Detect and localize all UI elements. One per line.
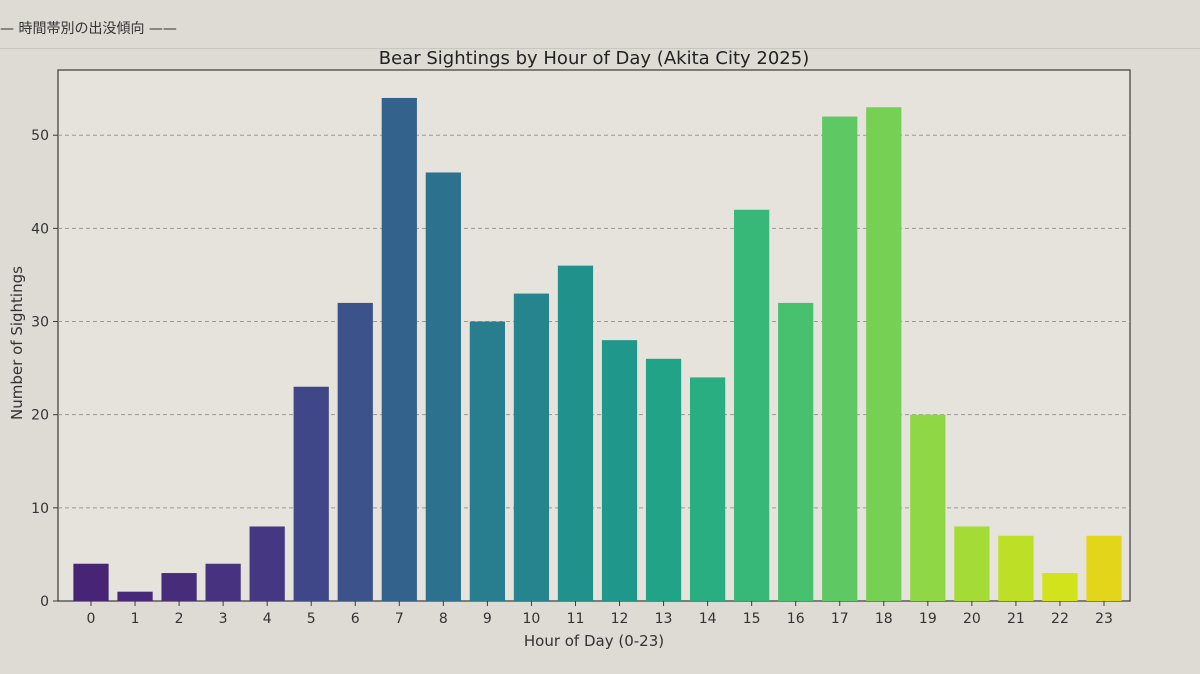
x-tick-label: 13 <box>655 611 673 627</box>
bar <box>1086 535 1122 601</box>
bar <box>117 591 153 601</box>
y-tick-label: 40 <box>31 221 49 237</box>
section-divider <box>0 48 1200 49</box>
y-tick-label: 30 <box>31 315 49 331</box>
bar <box>249 526 285 601</box>
bar <box>161 573 197 601</box>
bar <box>689 377 726 601</box>
x-tick-label: 2 <box>175 611 184 627</box>
bar <box>557 265 594 601</box>
bar <box>205 563 241 601</box>
x-tick-label: 1 <box>131 611 140 627</box>
x-tick-label: 18 <box>875 611 893 627</box>
x-tick-label: 16 <box>787 611 805 627</box>
bar <box>337 302 373 601</box>
bar <box>425 172 461 601</box>
x-tick-label: 6 <box>351 611 360 627</box>
x-tick-label: 11 <box>567 611 585 627</box>
y-tick-label: 20 <box>31 408 49 424</box>
x-tick-label: 3 <box>219 611 228 627</box>
x-tick-label: 4 <box>263 611 272 627</box>
x-tick-label: 15 <box>743 611 761 627</box>
bar <box>73 563 109 601</box>
x-tick-label: 10 <box>523 611 541 627</box>
y-axis-label: Number of Sightings <box>8 266 26 420</box>
x-tick-label: 19 <box>919 611 937 627</box>
bars <box>73 97 1122 602</box>
y-tick-label: 0 <box>40 594 49 610</box>
y-tick-label: 10 <box>31 501 49 517</box>
bar <box>601 340 638 601</box>
bar <box>778 302 814 601</box>
x-tick-label: 23 <box>1095 611 1113 627</box>
x-axis-ticks: 0 1 2 3 4 5 6 7 8 9 10 11 12 13 14 15 16 17 18 19 20 21 22 23 <box>87 601 1113 627</box>
y-axis-ticks: 0 10 20 30 40 50 <box>31 128 58 610</box>
x-tick-label: 17 <box>831 611 849 627</box>
bar <box>998 535 1034 601</box>
bar <box>381 97 417 602</box>
y-tick-label: 50 <box>31 128 49 144</box>
x-tick-label: 20 <box>963 611 981 627</box>
bar <box>513 293 550 601</box>
x-tick-label: 22 <box>1051 611 1069 627</box>
bar <box>1042 573 1078 601</box>
gridlines <box>58 134 1130 509</box>
x-tick-label: 8 <box>439 611 448 627</box>
x-axis-label: Hour of Day (0-23) <box>524 632 664 650</box>
section-heading: — 時間帯別の出没傾向 —— <box>0 21 177 37</box>
bar <box>734 209 770 601</box>
bar <box>645 358 682 601</box>
plot-background <box>57 69 1131 602</box>
chart-title: Bear Sightings by Hour of Day (Akita Cit… <box>379 48 809 69</box>
bar <box>822 116 858 601</box>
x-tick-label: 9 <box>483 611 492 627</box>
x-tick-label: 12 <box>611 611 629 627</box>
x-tick-label: 5 <box>307 611 316 627</box>
bar <box>954 526 990 601</box>
bar <box>910 414 946 601</box>
x-tick-label: 0 <box>87 611 96 627</box>
x-tick-label: 14 <box>699 611 717 627</box>
x-tick-label: 21 <box>1007 611 1025 627</box>
x-tick-label: 7 <box>395 611 404 627</box>
bar <box>469 321 506 601</box>
bar <box>293 386 329 601</box>
bar <box>866 107 902 602</box>
